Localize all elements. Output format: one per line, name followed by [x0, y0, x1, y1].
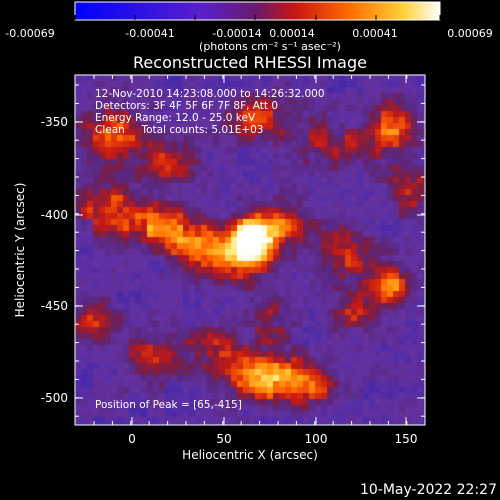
info-panel: 12-Nov-2010 14:23:08.000 to 14:26:32.000… [95, 88, 325, 411]
colorbar-gradient [74, 1, 441, 21]
peak-position-label: Position of Peak = [65,-415] [95, 399, 242, 411]
y-tick-label: -350 [41, 115, 68, 129]
colorbar-tick-label: -0.00069 [5, 27, 54, 40]
rhessi-image [75, 75, 425, 425]
colorbar-ticks [74, 15, 441, 20]
plot-frame [74, 74, 426, 426]
info-energy-range: Energy Range: 12.0 - 25.0 keV [95, 112, 256, 124]
info-time-range: 12-Nov-2010 14:23:08.000 to 14:26:32.000 [95, 88, 325, 100]
colorbar-tick-label: 0.00014 [269, 27, 315, 40]
x-axis-label: Heliocentric X (arcsec) [182, 448, 318, 462]
image-area [75, 75, 425, 425]
y-tick-label: -450 [41, 299, 68, 313]
colorbar: -0.00069 -0.00041 -0.00014 0.00014 0.000… [5, 1, 493, 53]
colorbar-unit-label: (photons cm⁻² s⁻¹ asec⁻²) [199, 40, 341, 53]
colorbar-tick-label: -0.00014 [212, 27, 261, 40]
y-axis-label: Heliocentric Y (arcsec) [13, 183, 27, 318]
colorbar-tick-label: 0.00041 [352, 27, 398, 40]
x-tick-label: 150 [395, 432, 418, 446]
info-total-counts: Clean Total counts: 5.01E+03 [95, 124, 264, 136]
footer-timestamp: 10-May-2022 22:27 [360, 482, 497, 498]
info-detectors: Detectors: 3F 4F 5F 6F 7F 8F, Att 0 [95, 100, 278, 112]
colorbar-tick-label: 0.00069 [447, 27, 493, 40]
plot-title: Reconstructed RHESSI Image [133, 53, 367, 72]
y-tick-label: -500 [41, 391, 68, 405]
y-tick-label: -400 [41, 208, 68, 222]
x-tick-label: 0 [128, 432, 136, 446]
image-canvas-wrap [75, 75, 425, 425]
x-tick-label: 100 [305, 432, 328, 446]
colorbar-tick-label: -0.00041 [125, 27, 174, 40]
x-tick-label: 50 [216, 432, 231, 446]
axis-ticks [75, 75, 425, 425]
